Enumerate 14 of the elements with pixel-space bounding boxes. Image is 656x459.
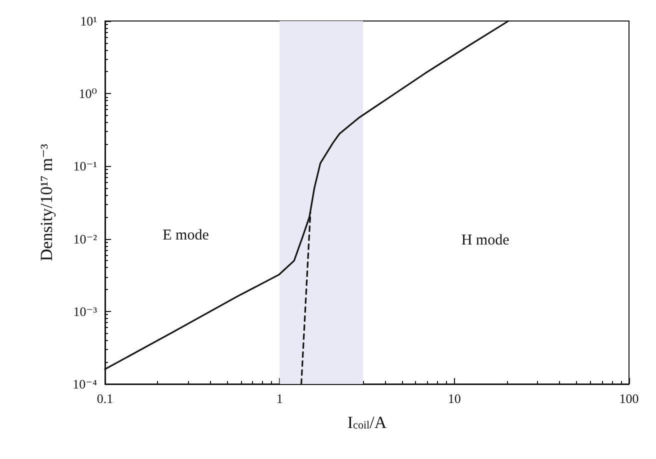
x-tick-label: 10 [448,391,461,406]
y-tick-label: 10⁰ [78,86,97,102]
y-tick-label: 10⁻³ [73,304,98,319]
y-tick-label: 10¹ [80,14,98,28]
x-tick-label: 100 [619,391,639,406]
annotation: H mode [461,232,510,248]
y-tick-label: 10⁻¹ [73,158,98,174]
x-tick-label: 1 [276,391,283,406]
x-axis-title: Icoil/A [347,413,388,432]
y-axis-title: Density/10¹⁷ m⁻³ [37,144,56,262]
x-tick-label: 0.1 [96,391,114,406]
y-tick-label: 10⁻⁴ [72,376,98,392]
y-tick-label: 10⁻² [73,231,98,246]
annotation: E mode [162,227,210,244]
